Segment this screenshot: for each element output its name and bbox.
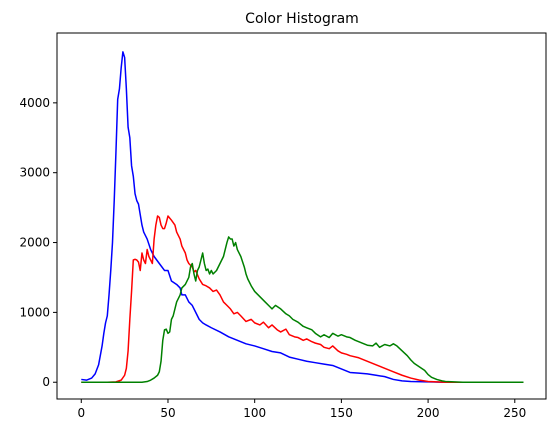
y-tick-label: 3000 <box>19 166 50 180</box>
series-layer <box>81 51 524 383</box>
plot-frame <box>56 32 547 400</box>
x-tick-label: 100 <box>243 406 266 420</box>
series-line-1 <box>81 215 524 383</box>
y-tick-label: 0 <box>42 375 50 389</box>
series-line-0 <box>81 51 524 383</box>
x-tick-label: 50 <box>160 406 175 420</box>
ticks-layer: 0 50 100 150 200 250 0 1000 2000 3000 4000 <box>19 96 526 420</box>
x-tick-label: 0 <box>77 406 85 420</box>
y-tick-label: 4000 <box>19 96 50 110</box>
y-tick-label: 1000 <box>19 305 50 319</box>
x-tick-label: 200 <box>417 406 440 420</box>
x-tick-label: 250 <box>503 406 526 420</box>
chart-title: Color Histogram <box>245 11 359 27</box>
series-line-2 <box>81 236 524 383</box>
x-tick-label: 150 <box>330 406 353 420</box>
y-tick-label: 2000 <box>19 236 50 250</box>
